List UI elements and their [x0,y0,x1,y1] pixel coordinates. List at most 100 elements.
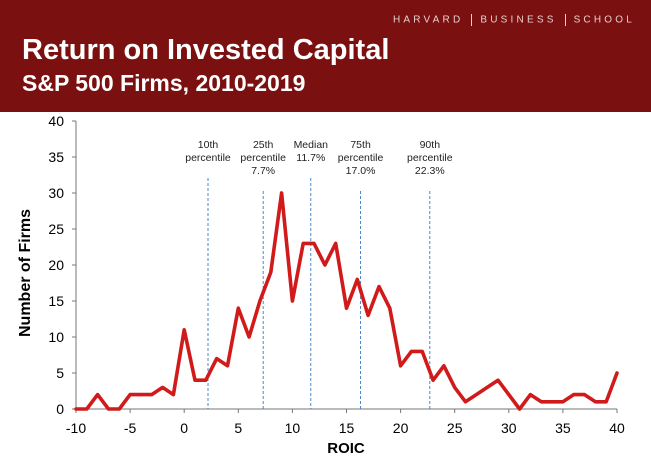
data-point [366,314,370,317]
data-point [226,364,229,367]
data-point [204,379,208,382]
y-tick-label: 35 [48,149,64,165]
data-point [388,307,391,310]
percentile-label: 75th [350,139,371,151]
brand-separator [564,14,566,26]
brand-logo: HARVARD BUSINESS SCHOOL [393,14,635,26]
data-point [540,400,543,403]
x-tick-label: 10 [285,420,301,436]
x-tick-label: 0 [180,420,188,436]
data-point [150,393,153,396]
data-point [518,407,521,411]
data-point [410,350,413,353]
data-point [485,386,489,389]
percentile-label: 25th [253,139,274,151]
percentile-label: 11.7% [296,152,325,164]
data-point [118,407,121,411]
header-banner: HARVARD BUSINESS SCHOOL Return on Invested… [0,0,651,112]
percentile-label: percentile [407,152,453,164]
data-point [258,299,262,303]
data-point [280,191,283,195]
y-tick-label: 5 [56,365,64,381]
brand-word: BUSINESS [480,14,557,26]
percentile-label: 22.3% [415,165,445,177]
data-point [161,386,164,389]
percentile-label: 90th [420,139,441,151]
data-point [550,400,554,403]
data-point [312,242,316,245]
data-point [496,379,500,382]
data-point [421,350,424,353]
data-point [464,400,467,403]
data-point [399,364,402,367]
x-tick-label: 35 [555,420,571,436]
data-point [183,328,186,331]
data-point [615,371,619,375]
series-line [74,191,619,411]
x-tick-label: 15 [339,420,355,436]
data-point [128,393,132,396]
data-point [139,393,143,396]
data-point [269,271,272,274]
chart-axes: 0 5 10 15 20 25 30 35 40 -10 -5 0 5 10 15 20 25 30 35 40 [48,113,625,436]
data-point [302,242,305,245]
data-point [215,357,218,360]
y-tick-label: 30 [48,185,64,201]
data-point [453,386,456,389]
chart-series [74,191,619,411]
x-tick-label: -5 [124,420,137,436]
x-axis-label: ROIC [327,440,365,457]
percentile-label: 7.7% [251,165,275,177]
slide-subtitle: S&P 500 Firms, 2010-2019 [22,70,306,96]
data-point [561,400,565,403]
percentile-label: 17.0% [346,165,376,177]
data-point [74,407,78,411]
data-point [345,307,348,310]
data-point [442,364,446,367]
brand-word: SCHOOL [573,14,635,26]
data-point [507,393,510,396]
brand-separator [471,14,473,26]
data-point [107,407,110,411]
percentile-label: percentile [240,152,286,164]
percentile-label: percentile [185,152,231,164]
percentile-label: 10th [198,139,219,151]
slide-title: Return on Invested Capital [22,34,390,66]
brand-word: HARVARD [393,14,464,26]
data-point [583,393,586,396]
y-tick-label: 25 [48,221,64,237]
y-tick-label: 20 [48,257,64,273]
data-point [334,242,337,245]
y-tick-label: 0 [56,401,64,417]
data-point [247,335,251,339]
x-tick-label: 20 [393,420,409,436]
data-point [85,407,89,411]
x-tick-label: 5 [234,420,242,436]
data-point [475,393,478,396]
data-point [594,400,597,403]
y-tick-label: 10 [48,329,64,345]
data-point [356,278,359,281]
data-point [323,263,327,267]
data-point [96,393,99,396]
data-point [431,379,435,382]
data-point [377,285,381,288]
data-point [193,379,197,382]
y-tick-label: 40 [48,113,64,129]
data-point [572,393,575,396]
data-point [529,393,532,396]
x-tick-label: 40 [609,420,625,436]
x-tick-label: 25 [447,420,463,436]
data-point [604,400,608,403]
percentile-markers: 10thpercentile25thpercentile7.7%Median11… [185,139,453,409]
y-axis-label: Number of Firms [17,209,34,337]
percentile-label: percentile [338,152,384,164]
x-tick-label: -10 [66,420,86,436]
y-tick-label: 15 [48,293,64,309]
data-point [237,307,240,310]
data-point [172,393,175,396]
x-tick-label: 30 [501,420,517,436]
percentile-label: Median [294,139,329,151]
data-point [291,299,294,303]
